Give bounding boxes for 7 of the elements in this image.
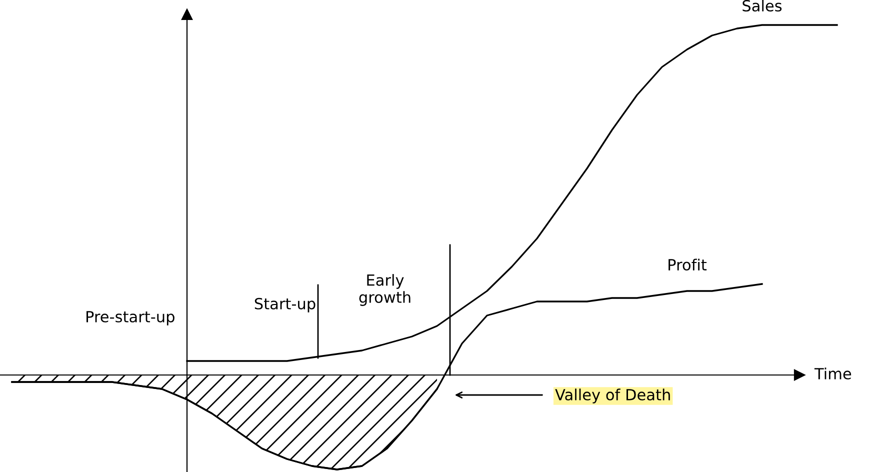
annotation: Valley of Death <box>555 388 670 404</box>
series-label: Sales <box>742 0 782 12</box>
annotation: Pre-start-up <box>86 311 174 326</box>
series-label: Profit <box>668 258 707 271</box>
annotation: Start-up <box>254 298 316 312</box>
annotation: Early growth <box>359 274 410 306</box>
x-axis-title: Time <box>814 368 852 380</box>
